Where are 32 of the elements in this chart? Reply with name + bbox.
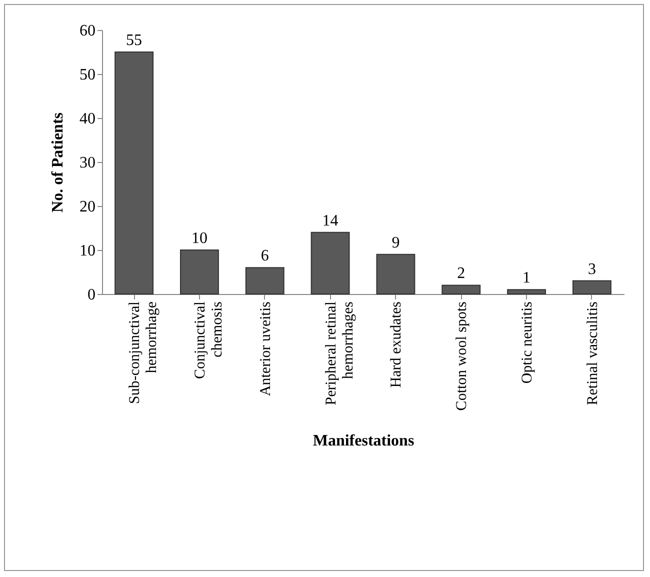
bar	[572, 280, 612, 294]
y-tick-label: 20	[80, 198, 96, 216]
x-tick-label: Peripheral retinal hemorrhages	[323, 301, 356, 406]
y-tick-label: 30	[80, 154, 96, 172]
x-tick-label: Sub-conjunctival hemorrhage	[127, 301, 160, 404]
bar	[376, 254, 416, 294]
x-axis-title: Manifestations	[312, 432, 414, 450]
data-label: 14	[322, 212, 338, 230]
x-tick-label: Hard exudates	[388, 301, 405, 388]
bar	[442, 284, 481, 294]
y-tick-label: 40	[80, 110, 96, 128]
x-tick-label: Anterior uveitis	[258, 301, 274, 396]
data-label: 9	[392, 234, 400, 252]
data-label: 1	[522, 270, 531, 287]
data-label: 3	[588, 260, 596, 278]
y-tick-label: 0	[88, 286, 96, 304]
bar	[114, 52, 154, 294]
data-label: 10	[191, 230, 208, 247]
data-label: 6	[260, 248, 269, 265]
x-tick-label: Retinal vasculitis	[584, 301, 601, 406]
bar	[310, 232, 350, 294]
bar	[507, 289, 546, 294]
y-tick-label: 60	[80, 22, 96, 40]
y-tick-label: 50	[80, 66, 96, 84]
bar	[245, 267, 284, 294]
y-axis-title: No. of Patients	[50, 112, 66, 212]
data-label: 55	[126, 32, 142, 49]
data-label: 2	[457, 265, 466, 282]
x-tick-label: Cotton wool spots	[454, 301, 470, 411]
bar	[180, 250, 219, 294]
y-tick-label: 10	[80, 242, 96, 260]
x-tick-label: Optic neuritis	[520, 301, 536, 384]
